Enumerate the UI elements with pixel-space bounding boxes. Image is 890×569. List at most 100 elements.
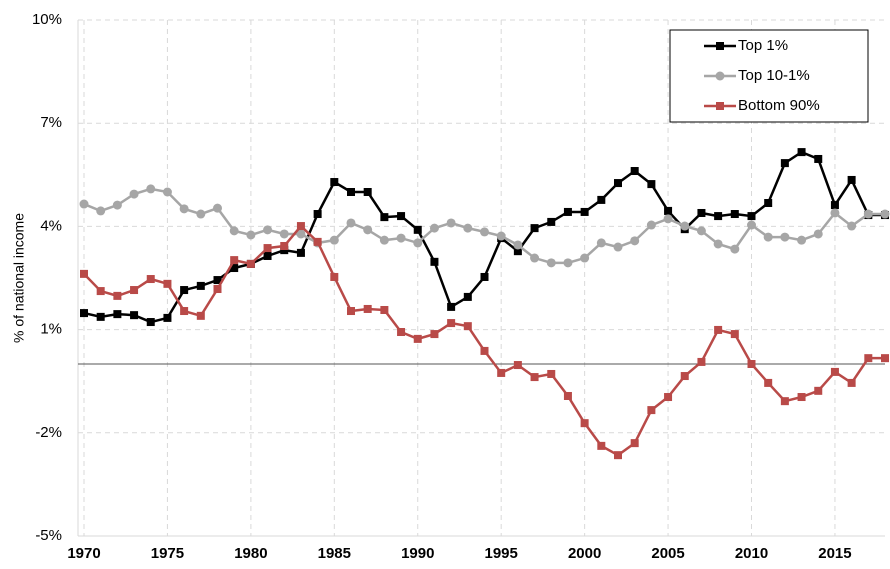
data-point xyxy=(830,367,839,376)
data-point xyxy=(597,441,606,450)
x-tick-label: 2015 xyxy=(818,545,851,562)
series xyxy=(80,148,889,327)
data-point xyxy=(330,272,339,281)
data-point xyxy=(96,312,105,321)
y-tick-label: 4% xyxy=(40,217,62,234)
legend-label: Top 1% xyxy=(738,37,788,54)
data-point xyxy=(614,451,622,460)
data-point xyxy=(162,187,172,197)
y-tick-label: 10% xyxy=(32,11,62,28)
data-point xyxy=(430,257,439,266)
data-point xyxy=(714,325,723,334)
data-point xyxy=(813,229,823,239)
data-point xyxy=(797,235,807,245)
data-point xyxy=(747,360,756,368)
data-point xyxy=(296,222,305,231)
x-tick-label: 1990 xyxy=(401,545,434,562)
legend-marker xyxy=(716,42,724,50)
data-point xyxy=(830,201,839,210)
y-tick-label: 7% xyxy=(40,114,62,131)
y-axis-label: % of national income xyxy=(11,213,27,343)
data-point xyxy=(96,287,105,296)
series-line xyxy=(83,224,885,457)
data-point xyxy=(130,286,139,295)
data-point xyxy=(163,279,172,288)
data-point xyxy=(263,225,273,235)
data-point xyxy=(764,199,773,208)
data-point xyxy=(513,240,523,250)
data-point xyxy=(280,246,289,255)
data-point xyxy=(129,189,139,199)
data-point xyxy=(596,238,606,248)
x-tick-label: 1975 xyxy=(151,545,184,562)
data-point xyxy=(847,378,856,387)
data-point xyxy=(346,218,356,228)
data-point xyxy=(430,330,439,339)
data-point xyxy=(413,334,422,343)
data-point xyxy=(513,247,522,256)
data-point xyxy=(663,214,673,224)
data-point xyxy=(446,218,456,228)
data-point xyxy=(597,195,606,204)
x-tick-label: 1995 xyxy=(485,545,518,562)
legend-label: Bottom 90% xyxy=(738,97,820,114)
data-point xyxy=(213,276,222,285)
data-point xyxy=(797,148,806,157)
data-point xyxy=(630,439,639,448)
data-point xyxy=(547,217,556,226)
data-point xyxy=(530,253,540,263)
data-point xyxy=(480,272,489,281)
x-tick-label: 2005 xyxy=(651,545,684,562)
data-point xyxy=(614,179,622,188)
data-point xyxy=(79,199,89,209)
data-point xyxy=(714,212,723,221)
data-point xyxy=(313,210,322,219)
data-point xyxy=(196,209,206,219)
data-point xyxy=(347,307,355,316)
data-point xyxy=(881,354,889,363)
data-point xyxy=(363,188,372,196)
data-point xyxy=(112,200,122,210)
data-point xyxy=(296,229,306,239)
data-point xyxy=(630,167,639,176)
data-point xyxy=(80,269,88,278)
data-point xyxy=(497,368,506,377)
data-point xyxy=(780,397,789,406)
data-point xyxy=(429,223,439,233)
data-point xyxy=(213,203,222,213)
data-point xyxy=(113,310,122,319)
data-point xyxy=(96,206,106,216)
data-point xyxy=(646,220,656,230)
data-point xyxy=(496,231,506,241)
data-point xyxy=(229,226,239,236)
data-point xyxy=(330,178,339,187)
data-point xyxy=(263,251,272,260)
data-point xyxy=(730,210,739,219)
data-point xyxy=(747,212,756,221)
data-point xyxy=(780,232,790,242)
data-point xyxy=(347,188,355,196)
data-point xyxy=(480,227,489,237)
data-point xyxy=(280,242,289,251)
data-point xyxy=(180,307,189,316)
data-point xyxy=(363,225,373,235)
data-point xyxy=(664,206,673,215)
legend-box xyxy=(669,29,869,123)
data-point xyxy=(530,224,539,233)
data-point xyxy=(230,256,239,265)
data-point xyxy=(246,259,255,268)
data-point xyxy=(447,302,456,311)
x-tick-label: 1985 xyxy=(318,545,351,562)
data-point xyxy=(213,285,222,294)
data-point xyxy=(296,248,305,257)
data-point xyxy=(80,309,88,318)
data-point xyxy=(847,175,856,184)
legend-marker xyxy=(716,102,724,110)
data-point xyxy=(880,209,890,219)
legend-label: Top 10-1% xyxy=(738,67,810,84)
data-point xyxy=(864,354,873,363)
data-point xyxy=(329,235,339,245)
data-point xyxy=(263,244,272,253)
x-tick-label: 1970 xyxy=(67,545,100,562)
